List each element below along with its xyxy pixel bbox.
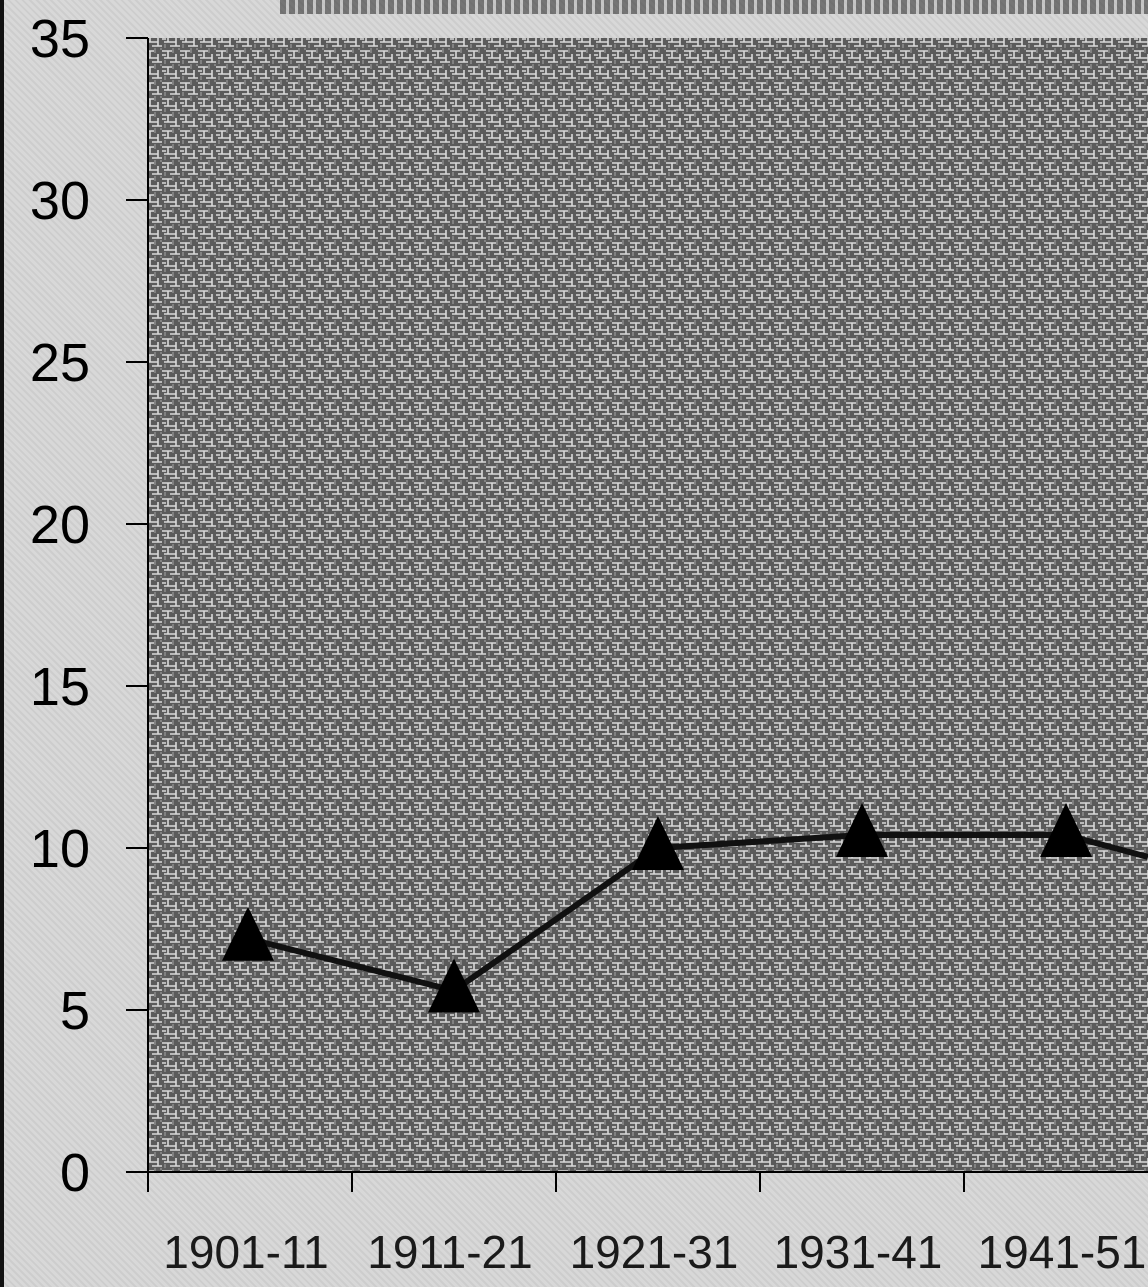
title-strip-decoration — [280, 0, 1148, 14]
y-tick-label: 0 — [60, 1143, 90, 1203]
data-point-triangle — [632, 816, 684, 870]
y-tick-label: 5 — [60, 981, 90, 1041]
y-tick-label: 20 — [30, 495, 90, 555]
series-group — [222, 803, 1148, 1013]
x-tick-label: 1901-11 — [163, 1226, 328, 1278]
x-tick-label: 1921-31 — [570, 1226, 739, 1278]
y-tick-label: 25 — [30, 333, 90, 393]
x-tick-label: 1911-21 — [367, 1226, 532, 1278]
data-point-triangle — [428, 958, 480, 1013]
x-axis-ticks: 1901-11 1911-21 1921-31 1931-41 1941-51 — [147, 1172, 1147, 1278]
x-tick-label: 1931-41 — [774, 1226, 943, 1278]
plot-area-background — [148, 38, 1148, 1172]
y-tick-label: 10 — [30, 819, 90, 879]
y-tick-label: 30 — [30, 171, 90, 231]
frame-left-border — [0, 0, 4, 1287]
data-point-triangle — [222, 906, 274, 961]
x-tick-label: 1941-51 — [978, 1226, 1147, 1278]
chart-axes — [128, 38, 1148, 1173]
y-tick-label: 15 — [30, 657, 90, 717]
y-tick-label: 35 — [30, 9, 90, 69]
data-point-triangle — [836, 803, 888, 858]
y-axis-ticks: 0 5 10 15 20 25 30 35 — [30, 9, 148, 1203]
data-point-triangle — [1040, 803, 1092, 858]
